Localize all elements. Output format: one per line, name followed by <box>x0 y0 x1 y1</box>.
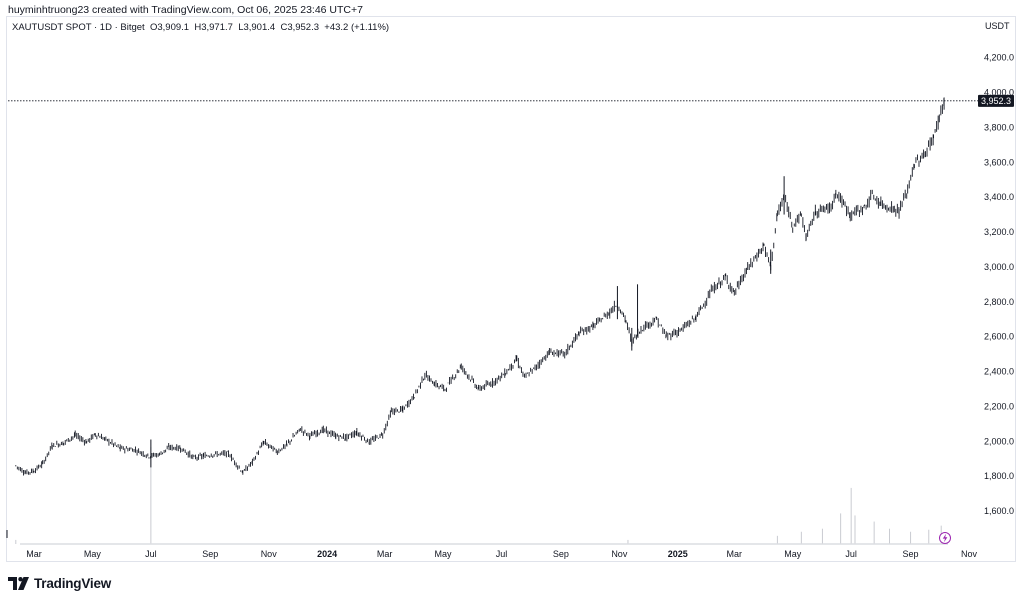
y-tick-label: 3,200.0 <box>984 227 1014 237</box>
ohlc-close: C3,952.3 <box>280 22 320 33</box>
y-tick-label: 3,600.0 <box>984 157 1014 167</box>
y-tick-label: 3,800.0 <box>984 122 1014 132</box>
x-tick-label: Mar <box>727 549 743 559</box>
y-tick-label: 1,800.0 <box>984 471 1014 481</box>
x-tick-label: Nov <box>261 549 278 559</box>
y-tick-label: 4,000.0 <box>984 88 1014 98</box>
x-tick-label: Mar <box>26 549 42 559</box>
ohlc-high: H3,971.7 <box>194 22 233 33</box>
x-tick-label: Nov <box>961 549 978 559</box>
tradingview-logo-icon <box>8 576 29 590</box>
y-tick-label: 4,200.0 <box>984 53 1014 63</box>
y-tick-label: 2,000.0 <box>984 436 1014 446</box>
x-tick-label: Sep <box>553 549 569 559</box>
last-price-label: 3,952.3 <box>981 96 1011 106</box>
x-tick-label: Jul <box>496 549 508 559</box>
currency-label: USDT <box>985 21 1010 31</box>
y-tick-label: 2,400.0 <box>984 367 1014 377</box>
last-price-badge <box>978 94 1014 107</box>
ohlc-open: O3,909.1 <box>149 22 190 33</box>
y-tick-label: 3,000.0 <box>984 262 1014 272</box>
lightning-icon-glyph <box>942 533 948 543</box>
x-tick-label: May <box>784 549 802 559</box>
x-tick-label: Sep <box>202 549 218 559</box>
x-tick-label: Jul <box>845 549 857 559</box>
x-tick-label: Jul <box>145 549 157 559</box>
ohlc-low: L3,901.4 <box>238 22 276 33</box>
y-tick-label: 2,800.0 <box>984 297 1014 307</box>
ohlc-change: +43.2 (+1.11%) <box>324 22 390 33</box>
x-tick-label: May <box>435 549 453 559</box>
x-tick-label: Mar <box>377 549 393 559</box>
y-tick-label: 2,600.0 <box>984 332 1014 342</box>
x-tick-label: 2025 <box>668 549 688 559</box>
x-tick-label: May <box>84 549 102 559</box>
y-tick-label: 1,600.0 <box>984 506 1014 516</box>
tradingview-brand: TradingView <box>34 575 112 591</box>
y-tick-label: 2,200.0 <box>984 401 1014 411</box>
tradingview-footer[interactable]: TradingView <box>8 574 111 592</box>
chart-author-line: huyminhtruong23 created with TradingView… <box>8 4 363 16</box>
chart-frame <box>6 16 1016 562</box>
symbol-title: XAUTUSDT SPOT · 1D · Bitget <box>12 22 145 33</box>
y-tick-label: 3,400.0 <box>984 192 1014 202</box>
symbol-legend[interactable]: XAUTUSDT SPOT · 1D · Bitget O3,909.1 H3,… <box>12 22 389 33</box>
x-tick-label: 2024 <box>317 549 337 559</box>
x-tick-label: Nov <box>611 549 628 559</box>
x-tick-label: Sep <box>903 549 919 559</box>
